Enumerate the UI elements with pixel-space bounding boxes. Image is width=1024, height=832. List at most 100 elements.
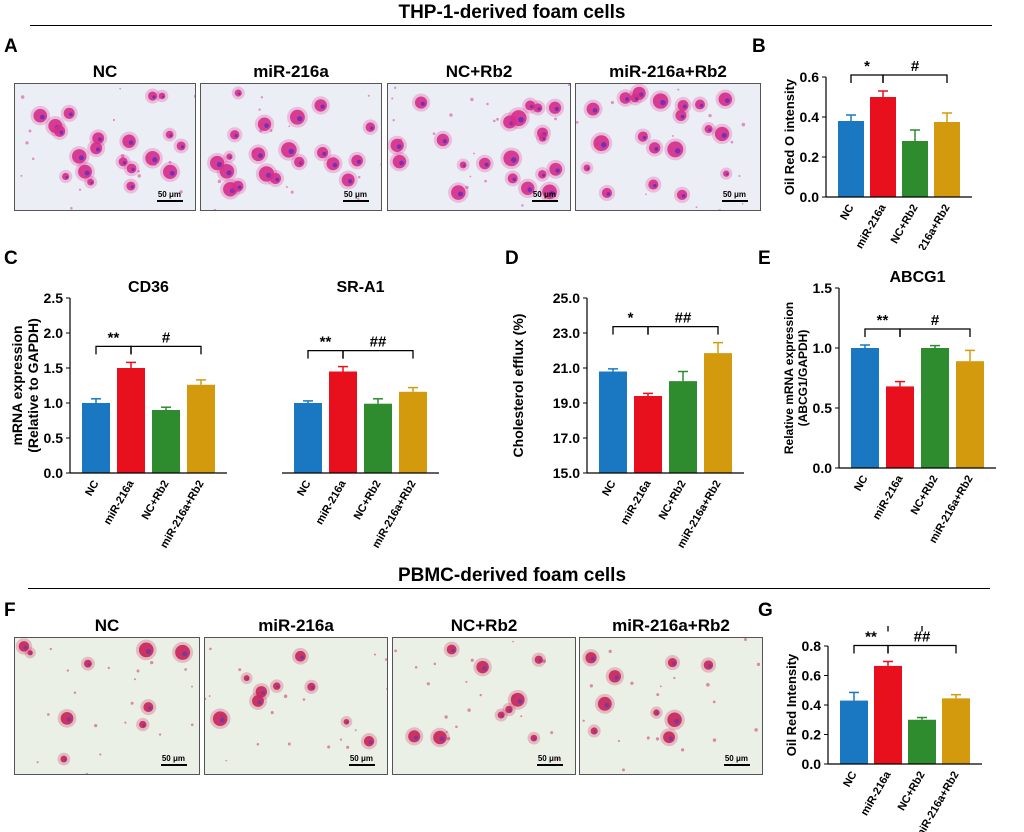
chart-c-cd36-sra1: mRNA expression (Relative to GAPDH)0.0 0.5… [9,279,439,550]
stain-speck [184,668,187,671]
cell-nucleus [451,648,455,653]
stain-speck [380,163,381,166]
stain-speck [73,691,77,694]
cell-nucleus [266,172,272,179]
cell-nucleus [65,175,68,179]
cell-nucleus [257,700,262,705]
cell-nucleus [653,183,657,188]
cell-nucleus [237,185,242,190]
y-tick-label: 1.0 [813,340,833,356]
stain-speck [107,666,111,670]
bar-nc [838,121,864,197]
stained-cell [510,110,527,127]
stain-speck [550,731,554,735]
stain-speck [608,649,612,653]
stained-cell [175,644,191,660]
x-tick-label: NC+Rb2 [140,479,172,522]
cell-nucleus [457,191,464,197]
stain-speck [287,742,291,746]
stain-speck [150,660,154,665]
significance-marker: ** [865,628,877,645]
stained-cell [255,686,268,698]
stained-cell [703,660,714,670]
stain-speck [712,700,716,704]
micrograph-a-label-3: NC+Rb2 [445,62,513,81]
stain-speck [154,164,157,166]
stained-cell [226,153,233,160]
cell-nucleus [527,187,533,192]
stained-cell [341,173,355,187]
significance-marker: # [931,312,940,329]
scale-bar [724,764,750,766]
cell-nucleus [420,101,426,106]
stained-cell [54,125,66,137]
cell-nucleus [84,170,90,176]
cell-nucleus [682,104,687,109]
x-tick-label: NC+Rb2 [889,203,921,246]
stained-cell [230,130,240,140]
y-axis-label: Oil Red O intensity [782,78,797,195]
cell-nucleus [322,151,327,156]
stain-speck [556,757,559,761]
stained-cell [667,657,678,668]
stained-cell [538,170,547,179]
cell-nucleus [396,144,402,149]
cell-nucleus [642,135,647,140]
stain-speck [283,694,288,699]
cell-nucleus [264,123,269,128]
stain-speck [373,653,376,656]
cell-nucleus [656,712,659,715]
scale-bar-label: 50 μm [537,754,561,763]
stain-speck [414,666,418,669]
significance-bracket [612,325,649,335]
stain-speck [673,676,676,680]
cell-nucleus [332,162,338,168]
bar-nc-rb2 [364,403,392,473]
stained-cell [525,100,536,111]
cell-nucleus [131,167,135,172]
significance-bracket [899,328,971,337]
stain-speck [756,662,761,666]
scale-bar [722,200,748,202]
stain-speck [743,638,747,642]
stained-cell [62,172,70,181]
stain-speck [229,193,232,196]
stain-speck [136,669,140,673]
stain-speck [617,739,620,743]
stained-cell [139,720,147,729]
bar-mir-216a [886,386,914,468]
stained-cell [122,134,136,148]
stained-cell [158,92,166,100]
panel-letter-f: F [4,600,16,621]
stained-cell [219,163,235,179]
stain-speck [644,132,648,136]
stain-speck [671,134,674,137]
bar-mir-216a-rb2 [956,361,984,468]
cell-nucleus [708,664,712,668]
stain-speck [225,759,228,762]
stain-speck [680,748,685,752]
cell-nucleus [586,167,590,170]
y-axis-label: (ABCG1/GAPDH) [796,330,810,427]
stained-cell [118,157,128,167]
significance-bracket [887,644,957,654]
stain-speck [469,175,472,178]
stained-cell [675,110,687,122]
cell-nucleus [537,107,541,111]
top-section-title: THP-1-derived foam cells [398,2,626,23]
stained-cell [83,659,92,668]
bar-mir-216a [634,396,662,473]
stained-cell [585,652,597,664]
stain-speck [521,204,524,207]
cell-nucleus [510,157,517,163]
cell-nucleus [726,173,729,176]
stain-speck [357,197,360,201]
stained-cell [667,712,682,728]
x-tick-label: miR-216a [859,769,894,818]
bar-mir-216a [874,665,902,764]
stain-speck [741,122,746,127]
stain-speck [120,154,125,158]
stained-cell [718,92,733,106]
stained-cell [586,102,600,116]
y-tick-label: 0.2 [800,149,820,165]
